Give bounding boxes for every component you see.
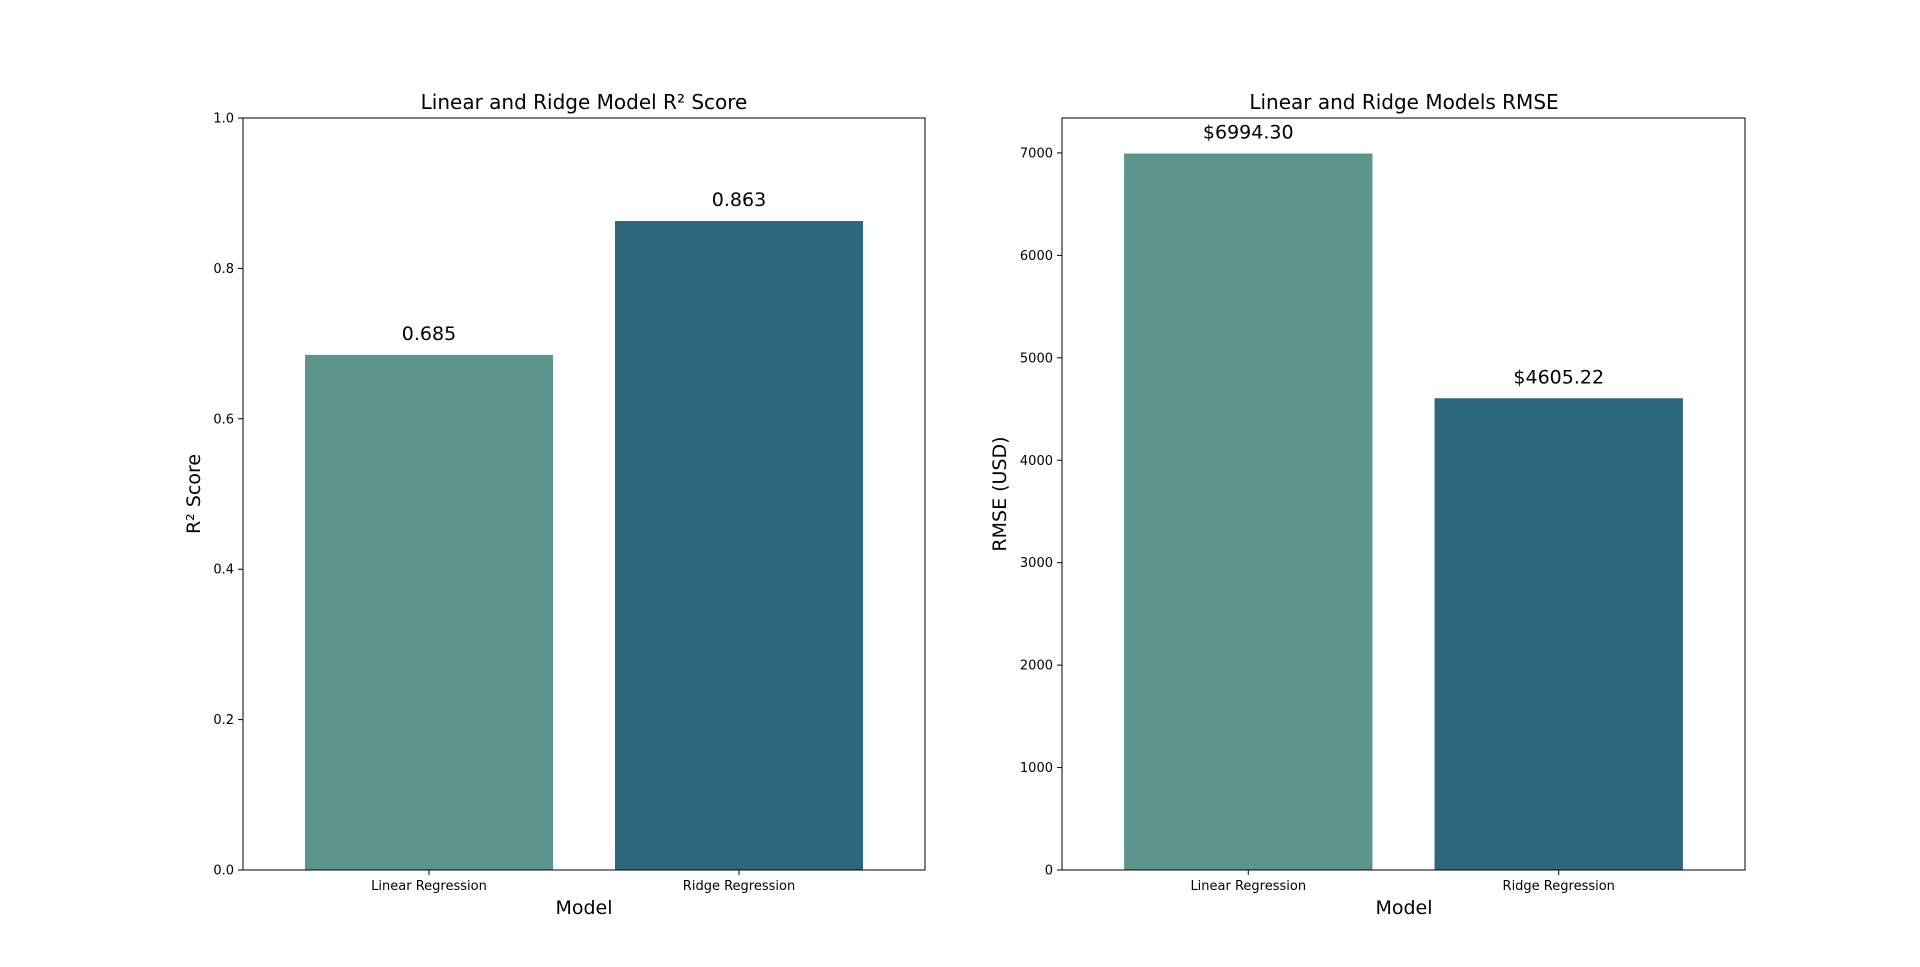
bar bbox=[615, 221, 863, 870]
rmse-chart: Linear and Ridge Models RMSE Model RMSE … bbox=[989, 90, 1746, 919]
x-tick-label: Ridge Regression bbox=[683, 879, 795, 894]
y-axis-title: R² Score bbox=[183, 454, 205, 534]
bar bbox=[1124, 153, 1373, 870]
x-axis-title: Model bbox=[555, 897, 612, 919]
y-tick-label: 1.0 bbox=[213, 112, 234, 127]
y-tick-label: 0.6 bbox=[213, 412, 234, 427]
y-tick-label: 4000 bbox=[1020, 454, 1053, 469]
axes-frame bbox=[242, 117, 926, 871]
chart-title: Linear and Ridge Models RMSE bbox=[1249, 90, 1558, 114]
bar bbox=[305, 354, 553, 870]
data-label: 0.685 bbox=[402, 323, 456, 345]
x-tick-label: Ridge Regression bbox=[1503, 879, 1615, 894]
data-label: $6994.30 bbox=[1203, 122, 1294, 144]
y-tick-label: 0.0 bbox=[213, 864, 234, 879]
y-tick-label: 0 bbox=[1045, 864, 1053, 879]
x-tick-label: Linear Regression bbox=[371, 879, 487, 894]
y-tick-label: 5000 bbox=[1020, 351, 1053, 366]
data-label: 0.863 bbox=[712, 189, 766, 211]
y-axis-title: RMSE (USD) bbox=[989, 436, 1011, 551]
y-tick-label: 7000 bbox=[1020, 146, 1053, 161]
y-tick-label: 3000 bbox=[1020, 556, 1053, 571]
x-axis-title: Model bbox=[1375, 897, 1432, 919]
y-tick-label: 2000 bbox=[1020, 659, 1053, 674]
data-label: $4605.22 bbox=[1513, 366, 1604, 388]
y-tick-label: 0.2 bbox=[213, 713, 234, 728]
y-tick-label: 0.4 bbox=[213, 563, 234, 578]
axes-frame bbox=[1061, 117, 1746, 871]
y-tick-label: 1000 bbox=[1020, 761, 1053, 776]
y-tick-label: 6000 bbox=[1020, 249, 1053, 264]
y-tick-label: 0.8 bbox=[213, 262, 234, 277]
x-tick-label: Linear Regression bbox=[1190, 879, 1306, 894]
r2-score-chart: Linear and Ridge Model R² Score Model R²… bbox=[183, 90, 926, 919]
chart-title: Linear and Ridge Model R² Score bbox=[421, 90, 748, 114]
bar bbox=[1434, 398, 1683, 870]
